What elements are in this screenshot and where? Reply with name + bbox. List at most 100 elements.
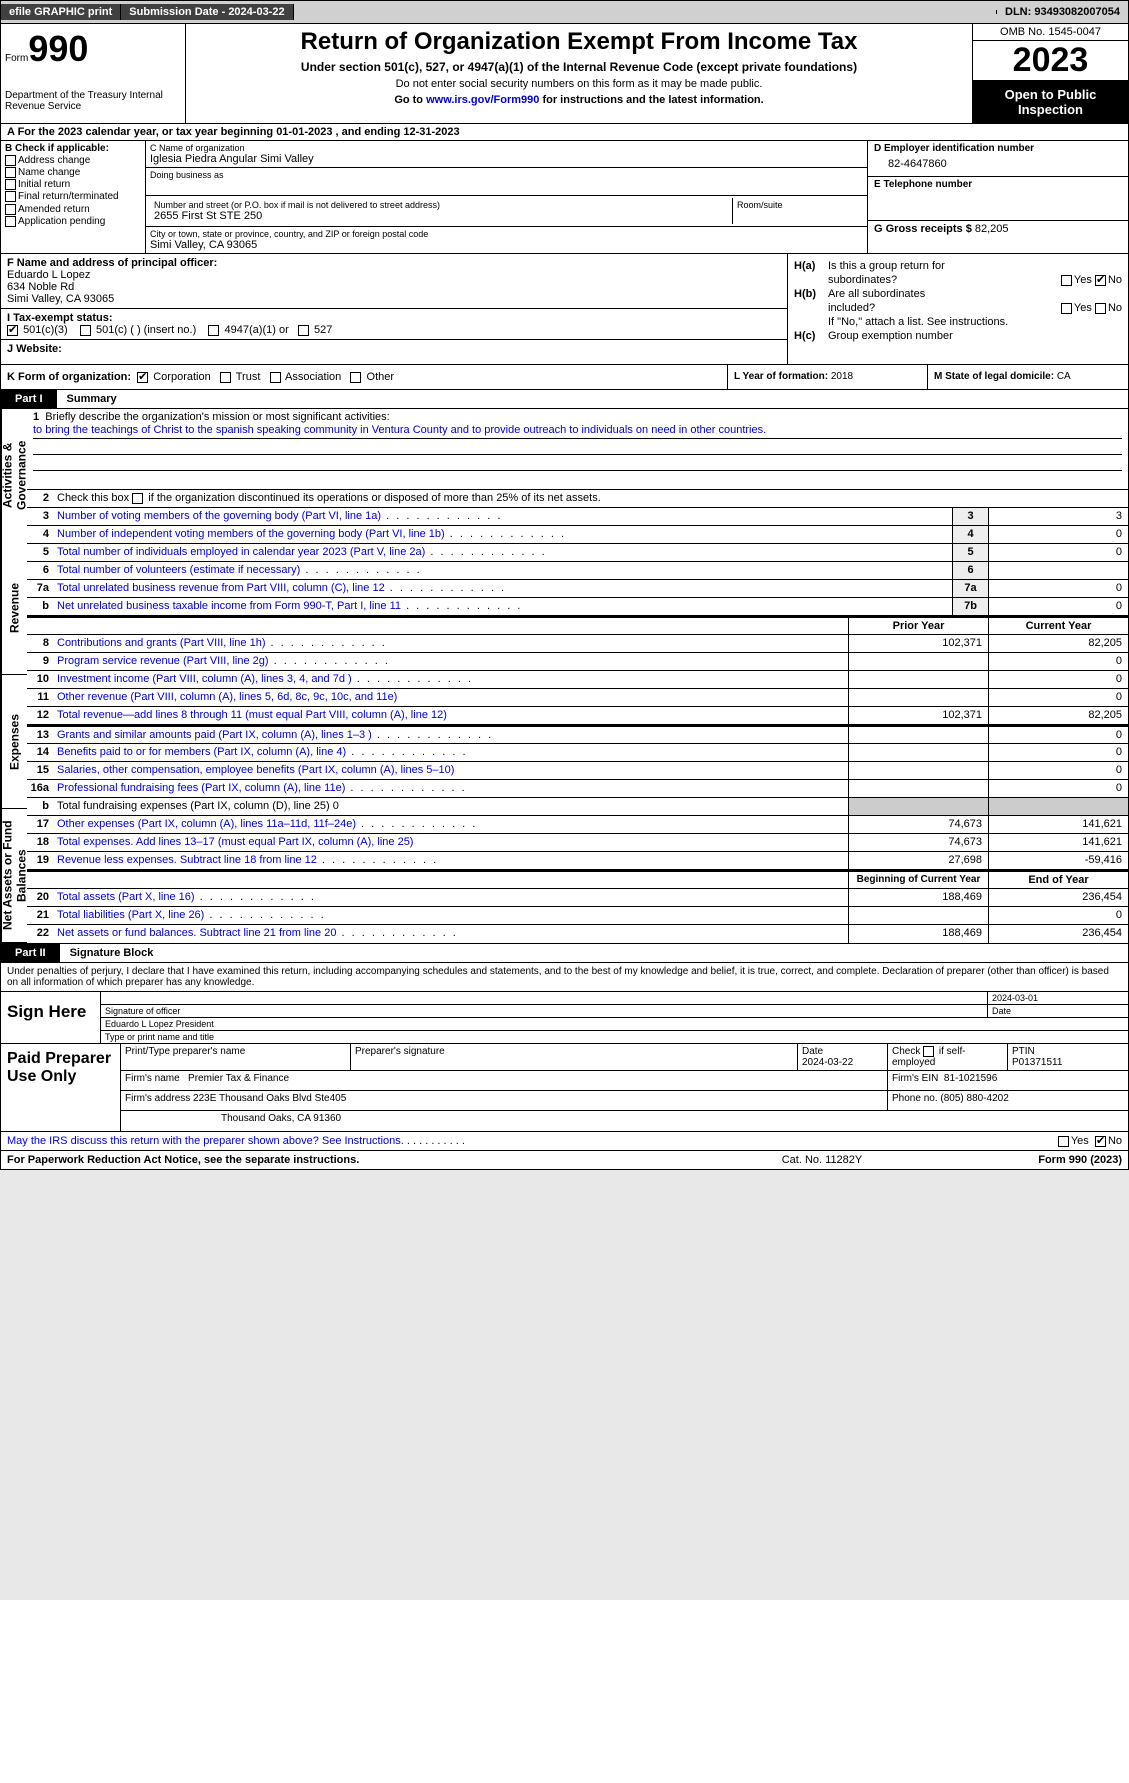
chk-amended-return[interactable]: Amended return — [5, 204, 141, 215]
ptin: P01371511 — [1012, 1057, 1062, 1068]
sig-of-officer-lbl: Signature of officer — [101, 1005, 988, 1017]
line15: 15Salaries, other compensation, employee… — [27, 762, 1128, 780]
vside-labels: Net Assets or Fund Balances Expenses Rev… — [1, 409, 27, 943]
hb-no[interactable] — [1095, 303, 1106, 314]
efile-print-button[interactable]: efile GRAPHIC print — [1, 4, 121, 20]
part1-tab: Part I — [1, 390, 57, 408]
line6: 6Total number of volunteers (estimate if… — [27, 562, 1128, 580]
v7a: 0 — [988, 580, 1128, 597]
sign-here-row: Sign Here 2024-03-01 Signature of office… — [0, 992, 1129, 1044]
city-state-zip: Simi Valley, CA 93065 — [150, 239, 863, 251]
line21: 21Total liabilities (Part X, line 26)0 — [27, 907, 1128, 925]
c-city: City or town, state or province, country… — [146, 227, 867, 253]
e-phone: E Telephone number — [868, 177, 1128, 221]
c-name-label: C Name of organization — [150, 143, 863, 153]
chk-4947[interactable] — [208, 325, 219, 336]
ha-yes[interactable] — [1061, 275, 1072, 286]
discuss-yes-lbl: Yes — [1071, 1135, 1089, 1147]
chk-app-pending[interactable]: Application pending — [5, 216, 141, 227]
yes-lbl: Yes — [1074, 274, 1092, 286]
klm-row: K Form of organization: Corporation Trus… — [0, 365, 1129, 390]
main-title: Return of Organization Exempt From Incom… — [190, 28, 968, 56]
line20: 20Total assets (Part X, line 16)188,4692… — [27, 889, 1128, 907]
vside-expenses: Expenses — [2, 676, 27, 810]
col-m: M State of legal domicile: CA — [928, 365, 1128, 389]
ha-txt1: Is this a group return for — [828, 260, 1122, 272]
chk-final-return[interactable]: Final return/terminated — [5, 191, 141, 202]
title-cell: Return of Organization Exempt From Incom… — [186, 24, 973, 123]
opt-501c: 501(c) ( ) (insert no.) — [96, 324, 196, 336]
irs-link[interactable]: www.irs.gov/Form990 — [426, 94, 539, 106]
chk-trust[interactable] — [220, 372, 231, 383]
hb-tag: H(b) — [794, 288, 828, 300]
city-label: City or town, state or province, country… — [150, 229, 863, 239]
chk-other[interactable] — [350, 372, 361, 383]
l2-post: if the organization discontinued its ope… — [145, 492, 601, 504]
line7b: bNet unrelated business taxable income f… — [27, 598, 1128, 616]
line16a: 16aProfessional fundraising fees (Part I… — [27, 780, 1128, 798]
opt-trust: Trust — [236, 371, 261, 383]
c-name: C Name of organization Iglesia Piedra An… — [146, 141, 867, 168]
b-header: B Check if applicable: — [5, 143, 141, 154]
chk-assoc[interactable] — [270, 372, 281, 383]
chk-501c3[interactable] — [7, 325, 18, 336]
line11: 11Other revenue (Part VIII, column (A), … — [27, 689, 1128, 707]
no-lbl2: No — [1108, 302, 1122, 314]
form-header: Form990 Department of the Treasury Inter… — [0, 24, 1129, 124]
self-emp-lbl: Check — [892, 1046, 923, 1057]
chk-name-change[interactable]: Name change — [5, 167, 141, 178]
v3: 3 — [988, 508, 1128, 525]
officer-name-title: Eduardo L Lopez President — [101, 1018, 1128, 1030]
dln: DLN: 93493082007054 — [997, 4, 1128, 20]
v7b: 0 — [988, 598, 1128, 615]
line14: 14Benefits paid to or for members (Part … — [27, 744, 1128, 762]
i-tax-status: I Tax-exempt status: 501(c)(3) 501(c) ( … — [1, 309, 787, 340]
chk-initial-return[interactable]: Initial return — [5, 179, 141, 190]
vside-revenue: Revenue — [2, 542, 27, 676]
col-l: L Year of formation: 2018 — [728, 365, 928, 389]
opt-4947: 4947(a)(1) or — [225, 324, 289, 336]
yes-lbl2: Yes — [1074, 302, 1092, 314]
firm-phone: (805) 880-4202 — [940, 1093, 1008, 1104]
firm-name-lbl: Firm's name — [125, 1073, 180, 1084]
top-bar: efile GRAPHIC print Submission Date - 20… — [0, 0, 1129, 24]
v4: 0 — [988, 526, 1128, 543]
chk-self-employed[interactable] — [923, 1046, 934, 1057]
hb-yes[interactable] — [1061, 303, 1072, 314]
chk-address-change[interactable]: Address change — [5, 155, 141, 166]
line5: 5Total number of individuals employed in… — [27, 544, 1128, 562]
form-footer: Form 990 (2023) — [922, 1154, 1122, 1166]
v6 — [988, 562, 1128, 579]
ha-tag: H(a) — [794, 260, 828, 272]
firm-addr1: 223E Thousand Oaks Blvd Ste405 — [193, 1093, 346, 1104]
subtitle-2: Do not enter social security numbers on … — [190, 78, 968, 90]
line19: 19Revenue less expenses. Subtract line 1… — [27, 852, 1128, 870]
paid-preparer-row: Paid Preparer Use Only Print/Type prepar… — [0, 1044, 1129, 1132]
chk-501c[interactable] — [80, 325, 91, 336]
line2: 2Check this box if the organization disc… — [27, 490, 1128, 508]
ha-no[interactable] — [1095, 275, 1106, 286]
col-fij: F Name and address of principal officer:… — [1, 254, 788, 364]
dba-label: Doing business as — [150, 170, 863, 180]
goto-pre: Go to — [394, 94, 426, 106]
m-label: M State of legal domicile: — [934, 371, 1054, 382]
col-de: D Employer identification number 82-4647… — [868, 141, 1128, 253]
omb-number: OMB No. 1545-0047 — [973, 24, 1128, 41]
hb-txt2: included? — [828, 302, 1061, 314]
opt-assoc: Association — [285, 371, 341, 383]
hc-tag: H(c) — [794, 330, 828, 342]
col-h: H(a)Is this a group return for subordina… — [788, 254, 1128, 364]
discuss-no[interactable] — [1095, 1136, 1106, 1147]
firm-name: Premier Tax & Finance — [188, 1073, 289, 1084]
chk-corp[interactable] — [137, 372, 148, 383]
phone-lbl: Phone no. — [892, 1093, 938, 1104]
chk-discontinued[interactable] — [132, 493, 143, 504]
part2-title: Signature Block — [60, 944, 1128, 962]
paid-body: Print/Type preparer's name Preparer's si… — [121, 1044, 1128, 1131]
chk-527[interactable] — [298, 325, 309, 336]
part2-header: Part II Signature Block — [0, 944, 1129, 963]
prep-sig-lbl: Preparer's signature — [351, 1044, 798, 1070]
h-ifno: If "No," attach a list. See instructions… — [828, 316, 1122, 328]
discuss-yes[interactable] — [1058, 1136, 1069, 1147]
paid-preparer-label: Paid Preparer Use Only — [1, 1044, 121, 1131]
